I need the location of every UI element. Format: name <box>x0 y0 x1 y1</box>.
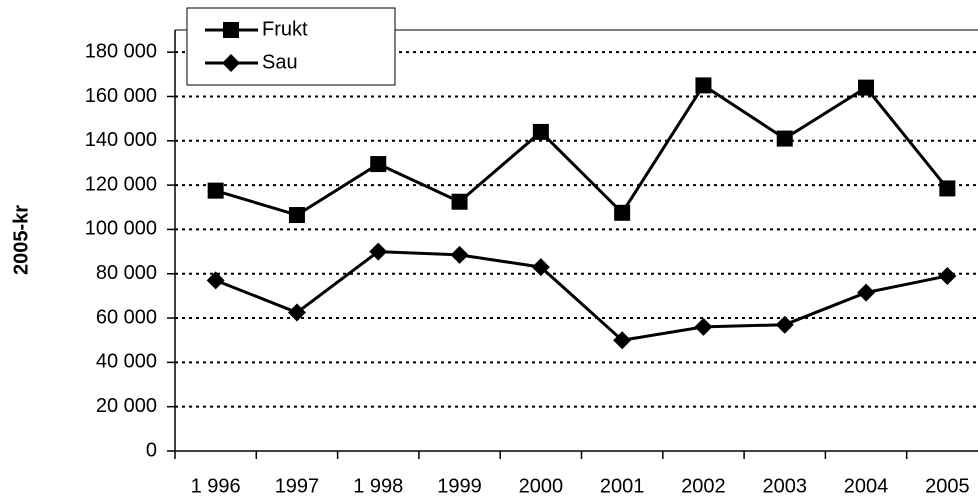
x-tick-label: 2005 <box>925 475 970 497</box>
x-tick-label: 2002 <box>681 475 726 497</box>
y-tick-label: 60 000 <box>96 306 157 328</box>
marker <box>613 331 632 350</box>
y-tick-label: 20 000 <box>96 395 157 417</box>
x-tick-label: 2003 <box>763 475 808 497</box>
marker <box>450 245 469 264</box>
marker <box>614 204 631 221</box>
legend: Frukt Sau <box>186 7 396 86</box>
y-tick-label: 80 000 <box>96 262 157 284</box>
legend-box <box>186 7 396 86</box>
series-line <box>215 83 949 217</box>
marker <box>939 180 956 197</box>
marker <box>858 79 875 96</box>
series-line <box>215 250 948 342</box>
marker <box>451 193 468 210</box>
marker <box>857 283 876 302</box>
marker <box>695 77 712 94</box>
marker <box>207 182 224 199</box>
y-tick-label: 160 000 <box>85 85 157 107</box>
y-tick-label: 100 000 <box>85 218 157 240</box>
x-tick-label: 1999 <box>437 475 482 497</box>
marker <box>694 317 713 336</box>
x-tick-label: 1997 <box>275 475 320 497</box>
marker <box>775 315 794 334</box>
marker <box>223 22 239 38</box>
x-tick-label: 2001 <box>600 475 645 497</box>
x-tick-label: 1 998 <box>353 475 403 497</box>
x-tick-label: 1 996 <box>191 475 241 497</box>
marker <box>287 303 306 322</box>
marker <box>776 130 793 147</box>
marker <box>222 54 240 72</box>
marker <box>532 123 549 140</box>
x-tick-label: 2004 <box>844 475 889 497</box>
y-tick-label: 40 000 <box>96 351 157 373</box>
marker <box>531 258 550 277</box>
y-tick-label: 140 000 <box>85 129 157 151</box>
y-axis-label: 2005-kr <box>10 205 32 275</box>
legend-label: Frukt <box>262 18 308 40</box>
marker <box>369 242 388 261</box>
marker <box>206 271 225 290</box>
legend-label: Sau <box>262 51 298 73</box>
marker <box>370 156 387 173</box>
marker <box>938 266 957 285</box>
y-tick-label: 180 000 <box>85 40 157 62</box>
y-tick-label: 0 <box>146 439 157 461</box>
x-tick-label: 2000 <box>519 475 564 497</box>
y-tick-label: 120 000 <box>85 173 157 195</box>
marker <box>288 207 305 224</box>
